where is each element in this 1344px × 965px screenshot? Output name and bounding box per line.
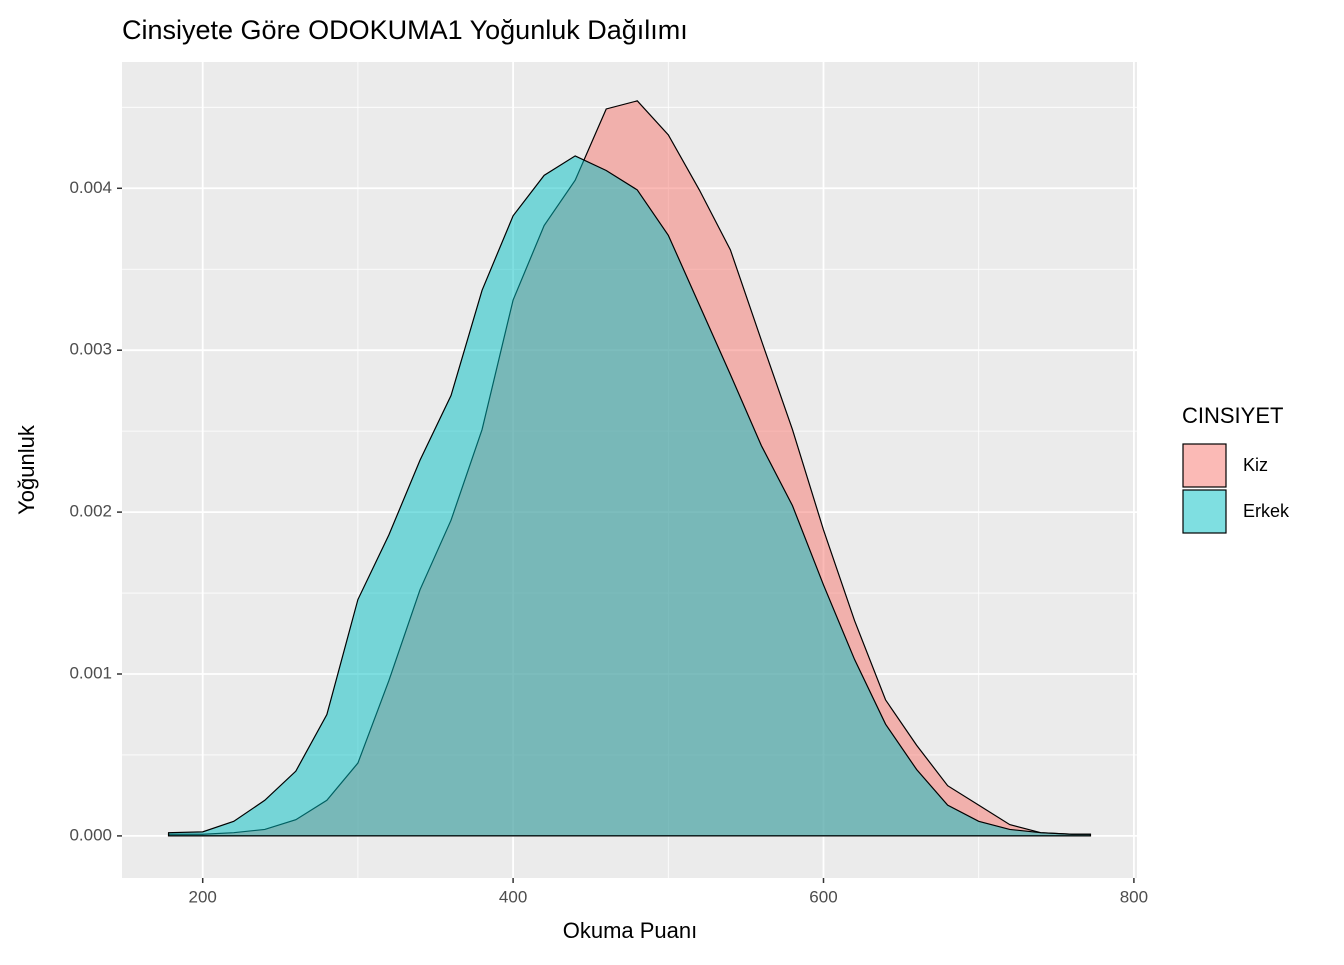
legend-title: CINSIYET bbox=[1182, 403, 1283, 428]
y-axis-label: Yoğunluk bbox=[14, 424, 39, 515]
x-tick-label: 200 bbox=[189, 887, 217, 906]
legend-key bbox=[1182, 489, 1227, 534]
y-tick-label: 0.003 bbox=[69, 340, 112, 359]
x-tick-label: 800 bbox=[1120, 887, 1148, 906]
legend-label: Kiz bbox=[1243, 455, 1268, 475]
legend-key bbox=[1182, 443, 1227, 488]
legend-label: Erkek bbox=[1243, 501, 1290, 521]
x-tick-label: 600 bbox=[809, 887, 837, 906]
y-tick-label: 0.001 bbox=[69, 663, 112, 682]
x-axis-label: Okuma Puanı bbox=[563, 918, 698, 943]
y-tick-label: 0.000 bbox=[69, 825, 112, 844]
y-tick-label: 0.004 bbox=[69, 178, 112, 197]
chart-title: Cinsiyete Göre ODOKUMA1 Yoğunluk Dağılım… bbox=[122, 15, 688, 45]
x-tick-label: 400 bbox=[499, 887, 527, 906]
y-tick-label: 0.002 bbox=[69, 502, 112, 521]
density-area bbox=[167, 155, 1092, 837]
